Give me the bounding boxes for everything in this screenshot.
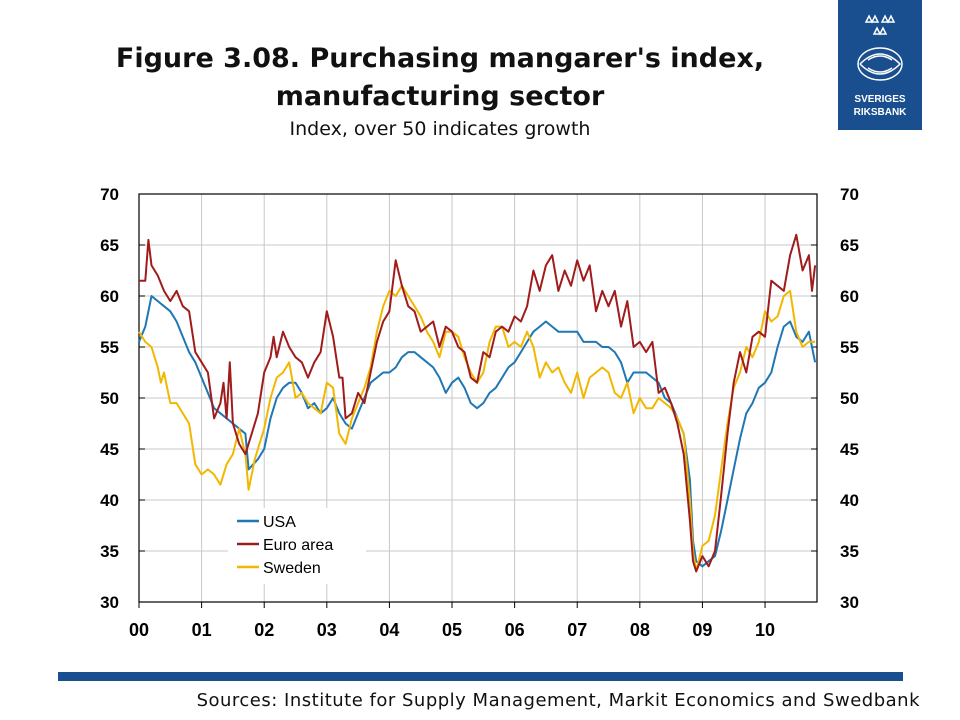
y-tick-label-left: 50 — [100, 389, 119, 408]
x-tick-label: 07 — [567, 620, 587, 640]
chart-grid — [139, 194, 817, 602]
chart-subtitle: Index, over 50 indicates growth — [289, 118, 591, 140]
x-tick-label: 03 — [317, 620, 337, 640]
legend-label: Euro area — [263, 537, 333, 554]
riksbank-logo: SVERIGES RIKSBANK — [838, 0, 922, 130]
y-axis-right: 30 35 40 45 50 55 60 65 70 — [811, 185, 859, 612]
x-tick-label: 04 — [379, 620, 399, 640]
y-tick-label-right: 70 — [840, 185, 859, 204]
page-title: Figure 3.08. Purchasing mangarer's index… — [60, 40, 820, 116]
x-tick-label: 09 — [692, 620, 712, 640]
series-line-euro-area — [139, 233, 817, 573]
title-line-1: Figure 3.08. Purchasing mangarer's index… — [115, 43, 765, 74]
y-tick-label-right: 60 — [840, 287, 859, 306]
y-axis-left: 30 35 40 45 50 55 60 65 70 — [100, 185, 145, 612]
legend-label: USA — [263, 514, 296, 531]
y-tick-label-left: 30 — [100, 593, 119, 612]
crown-emblem-icon: SVERIGES RIKSBANK — [854, 14, 908, 118]
y-tick-label-right: 50 — [840, 389, 859, 408]
x-tick-label: 02 — [254, 620, 274, 640]
x-tick-label: 10 — [755, 620, 775, 640]
y-tick-label-right: 55 — [840, 338, 859, 357]
y-tick-label-left: 45 — [100, 440, 119, 459]
logo-line-2: RIKSBANK — [854, 107, 908, 118]
legend: USA Euro area Sweden — [228, 508, 366, 584]
series-lines — [138, 233, 817, 573]
logo-line-1: SVERIGES — [854, 94, 905, 105]
y-tick-label-right: 45 — [840, 440, 859, 459]
y-tick-label-right: 40 — [840, 491, 859, 510]
y-tick-label-left: 35 — [100, 542, 119, 561]
y-tick-label-left: 55 — [100, 338, 119, 357]
y-tick-label-left: 40 — [100, 491, 119, 510]
y-tick-label-right: 35 — [840, 542, 859, 561]
series-line-usa — [138, 295, 817, 568]
x-tick-label: 01 — [192, 620, 212, 640]
x-tick-label: 06 — [505, 620, 525, 640]
footer-bar — [58, 672, 903, 681]
y-tick-label-right: 65 — [840, 236, 859, 255]
x-tick-label: 08 — [630, 620, 650, 640]
x-tick-label: 05 — [442, 620, 462, 640]
y-tick-label-right: 30 — [840, 593, 859, 612]
title-line-2: manufacturing sector — [275, 81, 605, 112]
x-tick-label: 00 — [129, 620, 149, 640]
y-tick-label-left: 70 — [100, 185, 119, 204]
source-note: Sources: Institute for Supply Management… — [196, 690, 920, 711]
x-axis: 00 01 02 03 04 05 06 07 08 09 10 — [129, 602, 775, 640]
y-tick-label-left: 65 — [100, 236, 119, 255]
legend-label: Sweden — [263, 560, 321, 577]
y-tick-label-left: 60 — [100, 287, 119, 306]
